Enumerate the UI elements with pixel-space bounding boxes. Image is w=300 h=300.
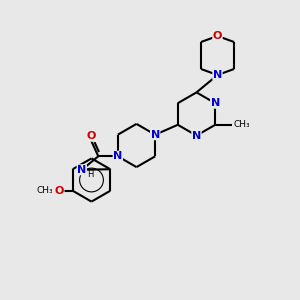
Text: N: N — [113, 151, 122, 161]
Text: O: O — [213, 31, 222, 41]
Text: CH₃: CH₃ — [36, 186, 53, 195]
Text: N: N — [192, 130, 201, 141]
Text: H: H — [87, 170, 94, 179]
Text: N: N — [211, 98, 220, 108]
Text: N: N — [213, 70, 222, 80]
Text: CH₃: CH₃ — [233, 120, 250, 129]
Text: O: O — [55, 186, 64, 196]
Text: N: N — [151, 130, 160, 140]
Text: O: O — [86, 131, 95, 141]
Text: N: N — [77, 165, 86, 175]
